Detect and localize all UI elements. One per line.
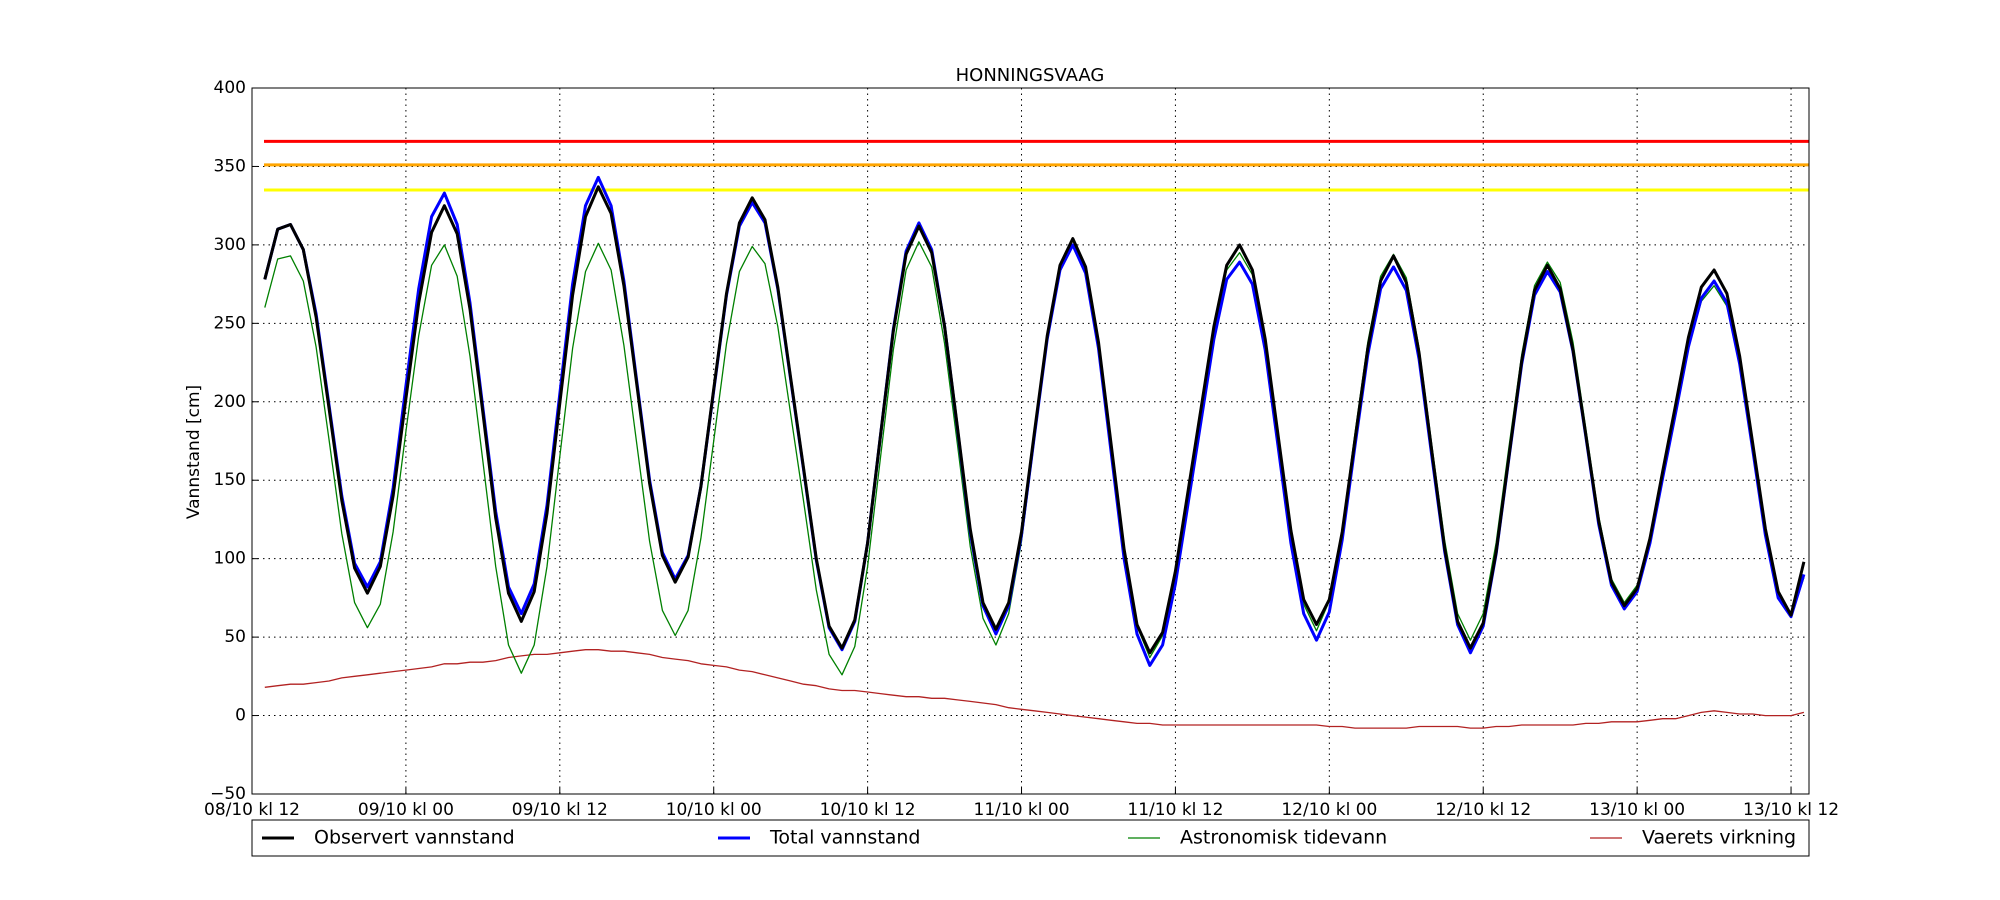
y-tick-label: 250: [214, 313, 246, 333]
series-line: [263, 185, 1806, 655]
plot-frame: [251, 87, 1810, 795]
x-tick-label: 13/10 kl 12: [1743, 800, 1839, 820]
y-tick-label: 350: [214, 156, 246, 176]
legend-label: Total vannstand: [769, 827, 920, 849]
y-axis-label: Vannstand [cm]: [184, 385, 204, 519]
legend-label: Astronomisk tidevann: [1180, 827, 1387, 849]
x-tick-label: 08/10 kl 12: [204, 800, 300, 820]
x-tick-label: 09/10 kl 12: [512, 800, 608, 820]
series-line: [264, 241, 1805, 676]
legend-box: [251, 819, 1810, 857]
x-tick-label: 11/10 kl 12: [1127, 800, 1223, 820]
y-tick-label: −50: [210, 784, 246, 804]
y-tick-label: 50: [224, 627, 246, 647]
x-tick-label: 11/10 kl 00: [974, 800, 1070, 820]
x-tick-label: 09/10 kl 00: [358, 800, 454, 820]
x-tick-label: 12/10 kl 00: [1281, 800, 1377, 820]
legend-label: Observert vannstand: [314, 827, 515, 849]
x-tick-label: 10/10 kl 00: [666, 800, 762, 820]
chart-title: HONNINGSVAAG: [956, 65, 1105, 86]
y-tick-label: 200: [214, 392, 246, 412]
series-line: [264, 649, 1805, 729]
y-tick-label: 400: [214, 78, 246, 98]
series-line: [263, 175, 1806, 667]
legend-label: Vaerets virkning: [1642, 827, 1796, 849]
y-tick-label: 100: [214, 549, 246, 569]
x-tick-label: 13/10 kl 00: [1589, 800, 1685, 820]
y-tick-label: 150: [214, 470, 246, 490]
y-tick-label: 0: [235, 706, 246, 726]
x-tick-label: 12/10 kl 12: [1435, 800, 1531, 820]
y-tick-label: 300: [214, 235, 246, 255]
x-tick-label: 10/10 kl 12: [820, 800, 916, 820]
